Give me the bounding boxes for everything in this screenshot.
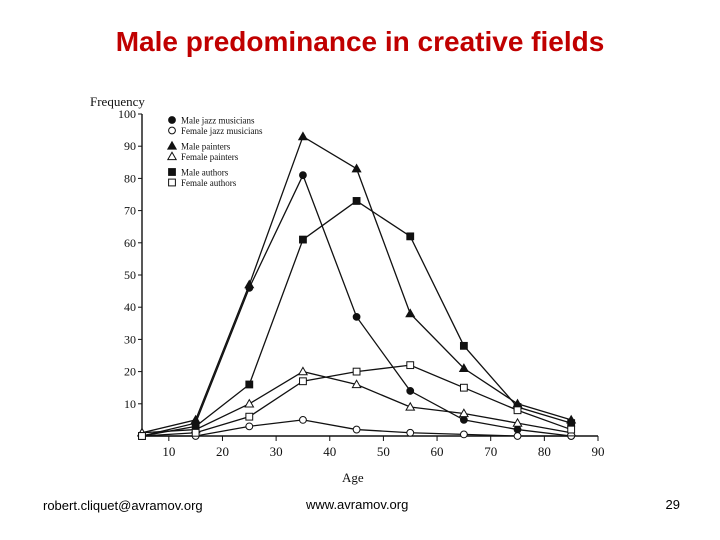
legend-label-0: Male jazz musicians: [181, 116, 255, 126]
y-tick-label: 70: [124, 204, 136, 218]
legend-label-3: Female painters: [181, 152, 239, 162]
y-tick-label: 10: [124, 397, 136, 411]
data-point-3-5: [405, 401, 416, 411]
data-point-5-7: [513, 406, 522, 415]
series-line-5: [141, 364, 572, 437]
y-tick-label: 40: [124, 300, 136, 314]
data-point-3-3: [297, 366, 309, 376]
footer-email: robert.cliquet@avramov.org: [43, 498, 203, 513]
data-point-5-5: [406, 361, 415, 370]
data-point-5-3: [299, 377, 307, 386]
data-point-0-6: [459, 416, 468, 424]
data-point-2-2: [244, 279, 255, 289]
x-axis-label: Age: [342, 470, 364, 485]
data-point-2-5: [405, 308, 416, 318]
y-tick-label: 60: [124, 236, 136, 250]
x-tick-label: 20: [216, 444, 229, 459]
data-point-5-1: [191, 428, 200, 437]
data-point-3-4: [351, 379, 362, 389]
data-point-1-2: [245, 422, 254, 431]
data-point-0-5: [406, 387, 415, 395]
x-tick-label: 40: [323, 444, 336, 459]
data-point-3-7: [512, 417, 523, 427]
y-tick-label: 20: [124, 365, 136, 379]
data-point-4-4: [352, 197, 361, 205]
legend-marker-4: [168, 168, 176, 176]
y-tick-label: 50: [124, 268, 136, 282]
legend-marker-3: [166, 151, 178, 161]
data-point-1-3: [299, 416, 307, 424]
y-tick-label: 100: [118, 107, 136, 121]
data-point-0-4: [352, 312, 361, 321]
x-tick-label: 30: [270, 444, 283, 459]
data-point-4-2: [245, 380, 254, 389]
line-chart: Frequency Age 10 20 30 40 50 60 70 80 90 10 20 30 40…: [90, 94, 605, 485]
y-tick-label: 90: [124, 139, 136, 153]
legend-marker-0: [168, 116, 176, 124]
data-point-3-6: [458, 408, 469, 418]
legend-marker-2: [166, 140, 178, 150]
y-tick-label: 30: [124, 332, 136, 346]
y-tick-label: 80: [124, 171, 136, 185]
chart-container: Frequency Age 10 20 30 40 50 60 70 80 90 10 20 30 40…: [80, 86, 620, 496]
data-point-4-3: [299, 235, 307, 244]
legend-label-4: Male authors: [181, 168, 229, 178]
legend-label-1: Female jazz musicians: [181, 126, 263, 136]
x-tick-label: 90: [592, 444, 605, 459]
data-point-4-8: [567, 419, 576, 428]
legend-label-2: Male painters: [181, 142, 231, 152]
data-point-1-6: [459, 430, 468, 439]
legend-label-5: Female authors: [181, 178, 237, 188]
data-point-2-4: [351, 163, 362, 173]
x-tick-label: 60: [431, 444, 444, 459]
legend-marker-5: [168, 178, 176, 187]
data-point-5-4: [352, 367, 361, 376]
data-point-5-8: [567, 425, 576, 434]
data-point-1-5: [406, 428, 415, 437]
data-point-0-7: [513, 425, 522, 434]
y-axis-label: Frequency: [90, 94, 145, 109]
slide-title: Male predominance in creative fields: [115, 26, 605, 57]
data-point-0-3: [299, 171, 307, 180]
data-point-2-3: [297, 131, 309, 141]
data-point-4-5: [406, 232, 415, 241]
page-number: 29: [665, 497, 680, 512]
data-point-4-6: [459, 341, 468, 350]
x-tick-label: 50: [377, 444, 390, 459]
legend-marker-1: [168, 126, 176, 135]
data-point-5-2: [245, 412, 254, 421]
data-point-3-2: [244, 398, 255, 408]
data-point-5-6: [459, 383, 468, 392]
data-point-5-0: [138, 432, 146, 440]
data-point-2-6: [458, 363, 469, 373]
data-point-1-7: [513, 432, 522, 440]
data-point-1-4: [352, 425, 361, 434]
x-tick-label: 80: [538, 444, 551, 459]
footer-website: www.avramov.org: [306, 497, 409, 512]
data-point-4-1: [191, 422, 200, 431]
x-tick-label: 70: [484, 444, 497, 459]
x-tick-label: 10: [162, 444, 175, 459]
